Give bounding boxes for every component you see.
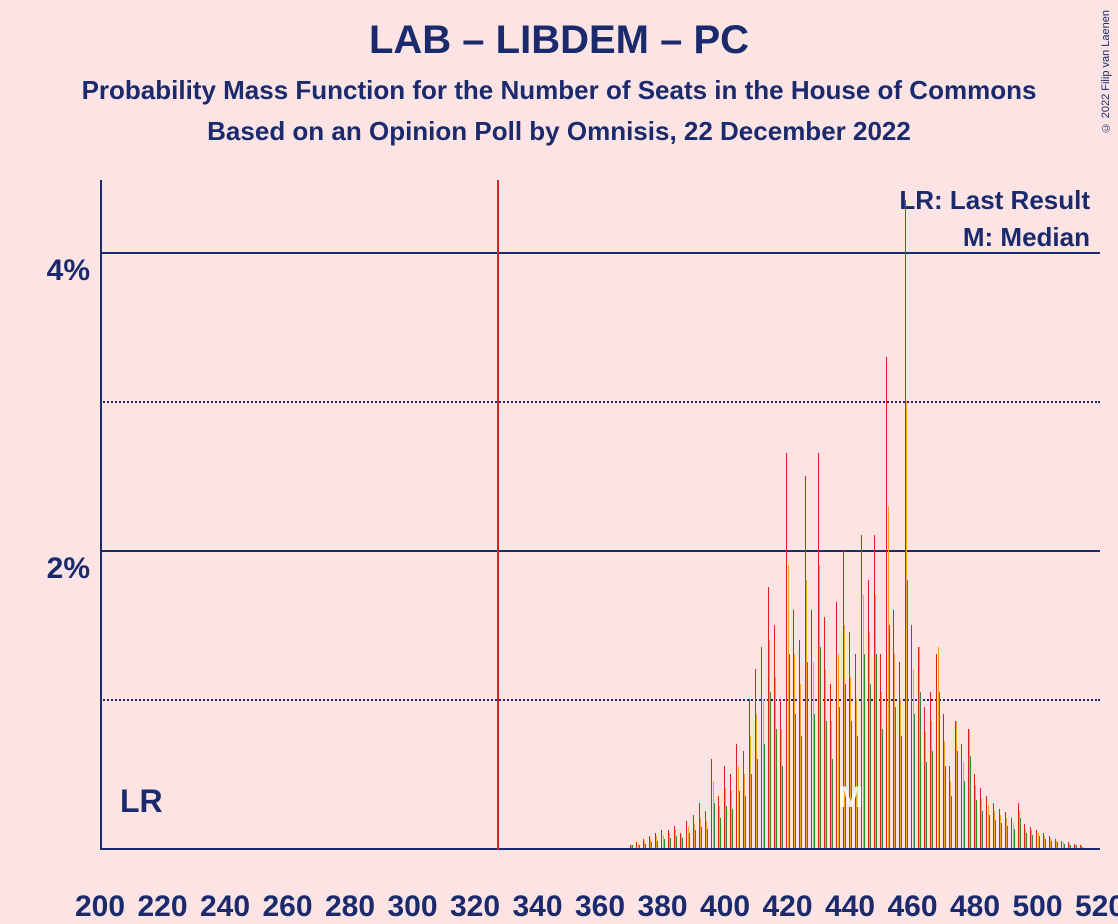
bar xyxy=(814,714,815,848)
bar xyxy=(820,647,821,848)
bar xyxy=(876,654,877,848)
bar xyxy=(1076,845,1077,848)
bar xyxy=(864,654,865,848)
bar xyxy=(695,830,696,848)
bar xyxy=(726,806,727,848)
x-tick-label: 400 xyxy=(700,890,750,924)
bar xyxy=(682,838,683,848)
bar xyxy=(895,707,896,848)
bar xyxy=(707,829,708,848)
bar xyxy=(989,815,990,848)
bar xyxy=(764,744,765,848)
x-tick-label: 500 xyxy=(1012,890,1062,924)
bars-container xyxy=(100,180,1100,848)
chart-subtitle: Probability Mass Function for the Number… xyxy=(0,75,1118,106)
bar xyxy=(1082,847,1083,848)
bar xyxy=(739,791,740,848)
bar xyxy=(1001,823,1002,848)
bar xyxy=(639,845,640,848)
bar xyxy=(826,721,827,848)
bar xyxy=(945,766,946,848)
bar xyxy=(676,836,677,848)
bar xyxy=(782,766,783,848)
bar xyxy=(976,800,977,848)
bar xyxy=(832,759,833,848)
bar xyxy=(1057,842,1058,848)
lr-vertical-line xyxy=(497,180,499,850)
bar xyxy=(939,692,940,848)
bar xyxy=(776,729,777,848)
bar xyxy=(957,751,958,848)
bar xyxy=(964,781,965,848)
bar xyxy=(882,729,883,848)
bar xyxy=(995,820,996,848)
bar xyxy=(839,707,840,848)
bar xyxy=(932,751,933,848)
bar xyxy=(807,662,808,848)
x-tick-label: 380 xyxy=(637,890,687,924)
chart-plot-area: LR: Last Result M: Median 2%4% LR M 2002… xyxy=(100,180,1100,850)
chart-subtitle-2: Based on an Opinion Poll by Omnisis, 22 … xyxy=(0,116,1118,147)
bar xyxy=(920,692,921,848)
lr-label: LR xyxy=(120,783,163,820)
bar xyxy=(632,845,633,848)
x-tick-label: 300 xyxy=(387,890,437,924)
bar xyxy=(645,844,646,848)
bar xyxy=(1020,818,1021,848)
chart-title: LAB – LIBDEM – PC xyxy=(0,0,1118,63)
x-tick-label: 460 xyxy=(887,890,937,924)
bar xyxy=(889,625,890,848)
x-tick-label: 320 xyxy=(450,890,500,924)
bar xyxy=(1039,836,1040,848)
x-tick-label: 420 xyxy=(762,890,812,924)
bar xyxy=(1007,826,1008,848)
bar xyxy=(714,803,715,848)
bar xyxy=(751,774,752,848)
bar xyxy=(1026,833,1027,848)
bar xyxy=(670,838,671,848)
copyright-text: © 2022 Filip van Laenen xyxy=(1100,10,1112,133)
bar xyxy=(1014,829,1015,848)
bar xyxy=(701,827,702,848)
bar xyxy=(1064,844,1065,848)
bar xyxy=(664,839,665,848)
bar xyxy=(720,818,721,848)
x-tick-label: 240 xyxy=(200,890,250,924)
bar xyxy=(789,654,790,848)
x-tick-label: 220 xyxy=(137,890,187,924)
bar xyxy=(651,842,652,848)
bar xyxy=(870,684,871,848)
bar xyxy=(745,796,746,848)
bar xyxy=(982,811,983,848)
x-tick-label: 200 xyxy=(75,890,125,924)
bar xyxy=(951,796,952,848)
bar xyxy=(801,736,802,848)
bar xyxy=(970,756,971,848)
bar xyxy=(657,841,658,848)
x-tick-label: 260 xyxy=(262,890,312,924)
bar xyxy=(732,809,733,848)
bar xyxy=(795,714,796,848)
m-label: M xyxy=(838,781,863,815)
x-tick-label: 520 xyxy=(1075,890,1118,924)
bar xyxy=(926,762,927,848)
bar xyxy=(907,580,908,848)
x-tick-label: 340 xyxy=(512,890,562,924)
bar xyxy=(901,736,902,848)
bar xyxy=(1032,835,1033,848)
bar xyxy=(1051,841,1052,848)
bar xyxy=(757,759,758,848)
x-tick-label: 360 xyxy=(575,890,625,924)
x-axis xyxy=(100,848,1100,850)
bar xyxy=(914,714,915,848)
x-tick-label: 440 xyxy=(825,890,875,924)
bar xyxy=(1045,839,1046,848)
bar xyxy=(1070,845,1071,848)
x-tick-label: 480 xyxy=(950,890,1000,924)
bar xyxy=(689,833,690,848)
bar xyxy=(845,684,846,848)
x-tick-label: 280 xyxy=(325,890,375,924)
bar xyxy=(770,692,771,848)
